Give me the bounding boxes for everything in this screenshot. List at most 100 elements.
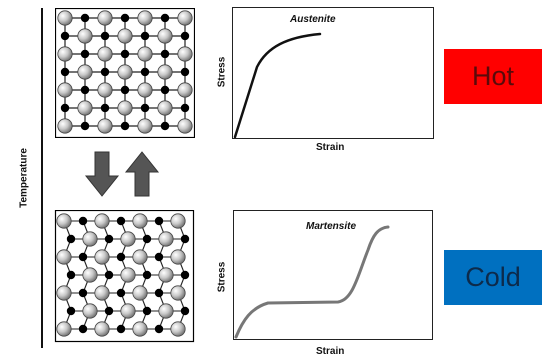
large-atom (170, 285, 186, 301)
small-atom (140, 103, 150, 113)
small-atom (100, 103, 110, 113)
martensite-chart-title: Martensite (306, 221, 357, 232)
small-atom (154, 252, 164, 262)
large-atom (77, 28, 93, 44)
large-atom (82, 267, 98, 283)
small-atom (80, 121, 90, 131)
small-atom (154, 288, 164, 298)
large-atom (117, 64, 133, 80)
large-atom (132, 249, 148, 265)
small-atom (160, 85, 170, 95)
small-atom (116, 216, 126, 226)
large-atom (94, 213, 110, 229)
small-atom (66, 234, 76, 244)
large-atom (158, 267, 174, 283)
large-atom (82, 231, 98, 247)
austenite-x-axis-label: Strain (316, 142, 345, 153)
austenite-chart-frame (232, 7, 434, 139)
large-atom (137, 10, 153, 26)
martensite-lattice (48, 210, 196, 343)
large-atom (137, 118, 153, 134)
large-atom (77, 64, 93, 80)
large-atom (158, 303, 174, 319)
small-atom (160, 121, 170, 131)
austenite-y-axis-label: Stress (216, 56, 228, 88)
large-atom (57, 118, 73, 134)
small-atom (180, 103, 190, 113)
large-atom (157, 64, 173, 80)
large-atom (170, 249, 186, 265)
small-atom (120, 13, 130, 23)
large-atom (137, 82, 153, 98)
small-atom (140, 31, 150, 41)
small-atom (116, 324, 126, 334)
martensite-x-axis-label: Strain (316, 346, 345, 357)
large-atom (77, 100, 93, 116)
small-atom (116, 252, 126, 262)
large-atom (158, 231, 174, 247)
hot-label: Hot (471, 61, 515, 91)
small-atom (100, 67, 110, 77)
hot-label-box: Hot (444, 49, 542, 104)
large-atom (157, 28, 173, 44)
small-atom (60, 67, 70, 77)
small-atom (78, 252, 88, 262)
small-atom (180, 31, 190, 41)
large-atom (177, 82, 193, 98)
austenite-lattice (55, 8, 195, 138)
small-atom (142, 234, 152, 244)
large-atom (157, 100, 173, 116)
large-atom (82, 303, 98, 319)
small-atom (180, 270, 190, 280)
small-atom (60, 31, 70, 41)
small-atom (160, 49, 170, 59)
large-atom (120, 231, 136, 247)
martensite-stress-strain-curve (234, 225, 390, 339)
large-atom (57, 46, 73, 62)
large-atom (170, 321, 186, 337)
small-atom (120, 121, 130, 131)
large-atom (137, 46, 153, 62)
small-atom (100, 31, 110, 41)
large-atom (170, 213, 186, 229)
large-atom (97, 10, 113, 26)
small-atom (140, 67, 150, 77)
large-atom (120, 267, 136, 283)
small-atom (180, 234, 190, 244)
small-atom (160, 13, 170, 23)
small-atom (60, 103, 70, 113)
small-atom (154, 216, 164, 226)
small-atom (80, 13, 90, 23)
small-atom (78, 324, 88, 334)
large-atom (56, 285, 72, 301)
large-atom (132, 321, 148, 337)
small-atom (142, 270, 152, 280)
austenite-chart-title: Austenite (290, 14, 336, 25)
small-atom (78, 288, 88, 298)
large-atom (94, 321, 110, 337)
small-atom (80, 49, 90, 59)
large-atom (97, 82, 113, 98)
large-atom (117, 28, 133, 44)
large-atom (132, 213, 148, 229)
large-atom (177, 10, 193, 26)
small-atom (66, 270, 76, 280)
large-atom (177, 46, 193, 62)
austenite-stress-strain-curve (233, 32, 322, 139)
small-atom (116, 288, 126, 298)
small-atom (154, 324, 164, 334)
large-atom (57, 10, 73, 26)
small-atom (80, 85, 90, 95)
large-atom (97, 118, 113, 134)
cold-label: Cold (465, 262, 521, 292)
down-arrow-icon (84, 151, 120, 197)
small-atom (104, 234, 114, 244)
large-atom (94, 249, 110, 265)
large-atom (56, 321, 72, 337)
large-atom (56, 213, 72, 229)
small-atom (142, 306, 152, 316)
small-atom (66, 306, 76, 316)
small-atom (104, 270, 114, 280)
large-atom (94, 285, 110, 301)
martensite-y-axis-label: Stress (216, 261, 228, 293)
